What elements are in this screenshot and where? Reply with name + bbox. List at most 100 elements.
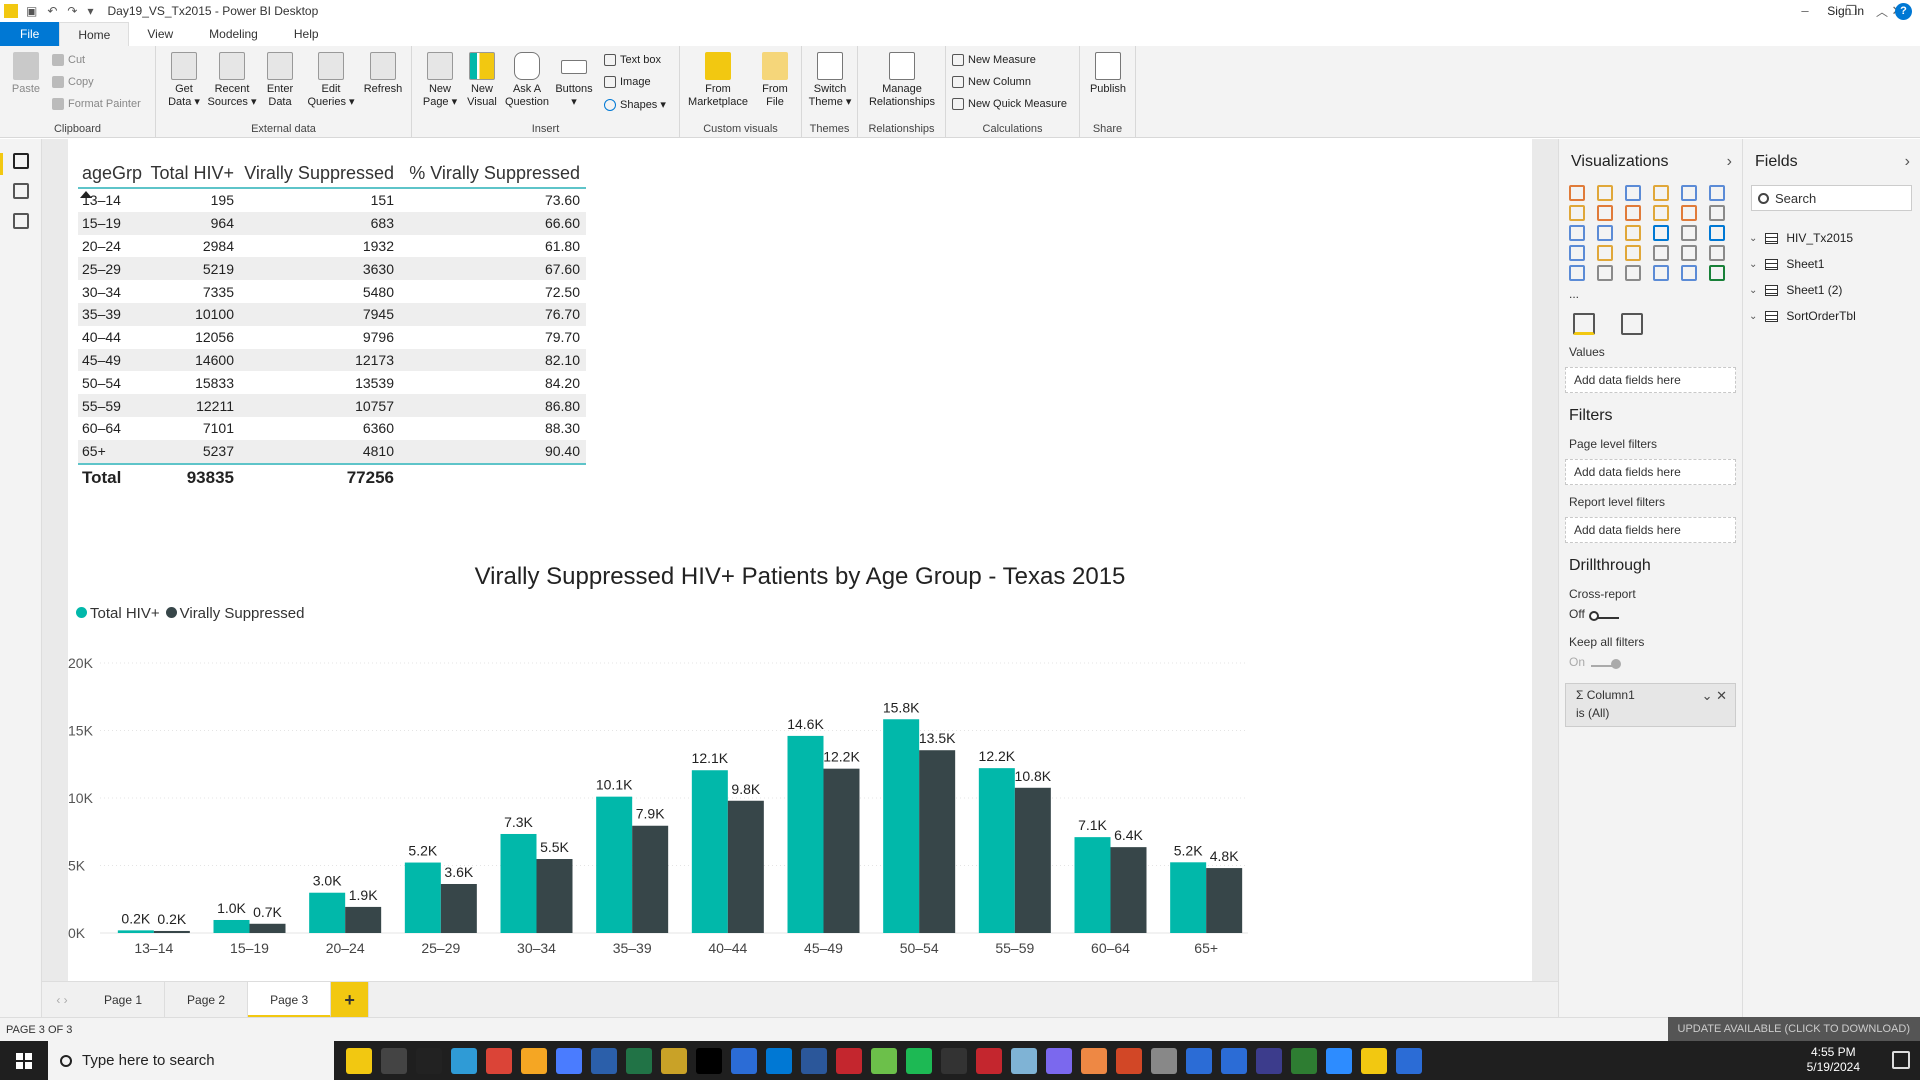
values-drop-zone[interactable]: Add data fields here — [1565, 367, 1736, 393]
bar-total[interactable] — [883, 719, 920, 933]
bar-suppressed[interactable] — [536, 859, 573, 933]
sort-ascending-icon[interactable] — [80, 191, 92, 198]
tab-home[interactable]: Home — [59, 22, 130, 46]
save-icon[interactable]: ▣ — [26, 4, 38, 18]
field-table-sheet1-2[interactable]: ⌄ Sheet1 (2) — [1749, 283, 1843, 297]
taskbar-app-icon[interactable] — [1081, 1047, 1107, 1074]
visual-type-icon[interactable] — [1681, 205, 1697, 221]
table-row[interactable]: 35–39 10100 7945 76.70 — [78, 302, 586, 326]
visual-type-icon[interactable] — [1625, 265, 1641, 281]
taskbar-app-icon[interactable] — [381, 1047, 407, 1074]
summary-table[interactable]: ageGrp Total HIV+ Virally Suppressed % V… — [78, 159, 586, 491]
bar-suppressed[interactable] — [440, 883, 477, 933]
taskbar-app-icon[interactable] — [591, 1047, 617, 1074]
text-box-button[interactable]: Text box — [604, 54, 661, 66]
taskbar-app-icon[interactable] — [836, 1047, 862, 1074]
taskbar-app-icon[interactable] — [696, 1047, 722, 1074]
model-view-icon[interactable] — [12, 213, 29, 229]
visual-type-icon[interactable] — [1625, 205, 1641, 221]
add-page-button[interactable]: + — [331, 981, 370, 1018]
buttons-button[interactable]: Buttons ▾ — [552, 52, 596, 109]
visual-type-icon[interactable] — [1625, 245, 1641, 261]
visual-type-icon[interactable] — [1709, 245, 1725, 261]
visual-type-icon[interactable] — [1569, 205, 1585, 221]
system-clock[interactable]: 4:55 PM 5/19/2024 — [1806, 1045, 1860, 1074]
taskbar-app-icon[interactable] — [1186, 1047, 1212, 1074]
copy-button[interactable]: Copy — [52, 76, 94, 88]
notifications-icon[interactable] — [1892, 1051, 1910, 1069]
visual-type-icon[interactable] — [1709, 185, 1725, 201]
visual-type-icon[interactable] — [1653, 265, 1669, 281]
tab-page-2[interactable]: Page 2 — [165, 981, 249, 1018]
paint-roller-icon[interactable] — [1621, 313, 1643, 335]
visual-type-icon[interactable] — [1569, 185, 1585, 201]
fields-well-icon[interactable] — [1573, 313, 1595, 335]
visual-type-icon[interactable] — [1653, 225, 1669, 241]
taskbar-app-icon[interactable] — [1011, 1047, 1037, 1074]
visual-type-icon[interactable] — [1653, 205, 1669, 221]
customize-dropdown-icon[interactable]: ▾ — [87, 4, 94, 18]
visual-type-icon[interactable] — [1597, 265, 1613, 281]
table-row[interactable]: 50–54 15833 13539 84.20 — [78, 371, 586, 394]
header-pct-suppressed[interactable]: % Virally Suppressed — [409, 162, 580, 183]
from-marketplace-button[interactable]: From Marketplace — [684, 52, 752, 109]
get-data-button[interactable]: Get Data ▾ — [162, 52, 206, 109]
page-nav-arrows-icon[interactable]: ‹ › — [56, 992, 68, 1007]
tab-file[interactable]: File — [0, 22, 60, 46]
recent-sources-button[interactable]: Recent Sources ▾ — [206, 52, 258, 109]
bar-total[interactable] — [213, 919, 250, 933]
bar-suppressed[interactable] — [823, 768, 860, 933]
chevron-right-icon[interactable]: › — [1904, 153, 1910, 170]
taskbar-search-input[interactable]: Type here to search — [48, 1041, 334, 1080]
fields-search-input[interactable]: Search — [1751, 185, 1912, 211]
tab-page-3[interactable]: Page 3 — [248, 981, 332, 1018]
bar-suppressed[interactable] — [1014, 787, 1051, 933]
taskbar-app-icon[interactable] — [1361, 1047, 1387, 1074]
visual-type-icon[interactable] — [1681, 245, 1697, 261]
keep-all-filters-toggle[interactable]: On — [1559, 653, 1742, 677]
enter-data-button[interactable]: Enter Data — [258, 52, 302, 109]
taskbar-app-icon[interactable] — [1396, 1047, 1422, 1074]
taskbar-app-icon[interactable] — [766, 1047, 792, 1074]
taskbar-app-icon[interactable] — [486, 1047, 512, 1074]
bar-total[interactable] — [404, 862, 441, 933]
taskbar-app-icon[interactable] — [731, 1047, 757, 1074]
visual-type-icon[interactable] — [1569, 245, 1585, 261]
paste-button[interactable]: Paste — [8, 52, 44, 96]
visual-type-icon[interactable] — [1681, 265, 1697, 281]
taskbar-app-icon[interactable] — [1291, 1047, 1317, 1074]
bar-total[interactable] — [117, 930, 154, 933]
taskbar-app-icon[interactable] — [626, 1047, 652, 1074]
taskbar-app-icon[interactable] — [1046, 1047, 1072, 1074]
data-view-icon[interactable] — [12, 183, 29, 199]
visual-type-icon[interactable] — [1625, 225, 1641, 241]
taskbar-app-icon[interactable] — [941, 1047, 967, 1074]
new-visual-button[interactable]: New Visual — [462, 52, 502, 109]
bar-total[interactable] — [596, 796, 633, 933]
ask-question-button[interactable]: Ask A Question — [504, 52, 550, 109]
visual-type-icon[interactable] — [1709, 225, 1725, 241]
visual-type-icon[interactable] — [1597, 185, 1613, 201]
table-row[interactable]: 55–59 12211 10757 86.80 — [78, 394, 586, 417]
help-icon[interactable]: ? — [1895, 3, 1912, 20]
tab-page-1[interactable]: Page 1 — [82, 981, 166, 1018]
table-row[interactable]: 65+ 5237 4810 90.40 — [78, 439, 586, 463]
clustered-bar-chart[interactable]: 0K 5K 10K 15K 20K 0.2K 0.2K 13–14 1.0K 0.7K 15–19 3… — [68, 619, 1532, 979]
report-view-icon[interactable] — [12, 153, 29, 169]
bar-total[interactable] — [787, 735, 824, 933]
taskbar-app-icon[interactable] — [801, 1047, 827, 1074]
taskbar-app-icon[interactable] — [556, 1047, 582, 1074]
new-measure-button[interactable]: New Measure — [952, 54, 1036, 66]
update-available-button[interactable]: UPDATE AVAILABLE (CLICK TO DOWNLOAD) — [1667, 1017, 1920, 1041]
taskbar-app-icon[interactable] — [521, 1047, 547, 1074]
redo-icon[interactable]: ↷ — [67, 4, 78, 18]
start-button[interactable] — [0, 1041, 48, 1080]
taskbar-app-icon[interactable] — [1151, 1047, 1177, 1074]
drillthrough-filter-card[interactable]: Σ Column1 is (All) ⌄ ✕ — [1565, 683, 1736, 727]
page-filters-drop-zone[interactable]: Add data fields here — [1565, 459, 1736, 485]
more-visuals[interactable]: ... — [1569, 287, 1580, 301]
table-row[interactable]: 25–29 5219 3630 67.60 — [78, 257, 586, 281]
table-row[interactable]: 40–44 12056 9796 79.70 — [78, 326, 586, 349]
header-age-group[interactable]: ageGrp — [82, 162, 143, 183]
taskbar-app-icon[interactable] — [346, 1047, 372, 1074]
